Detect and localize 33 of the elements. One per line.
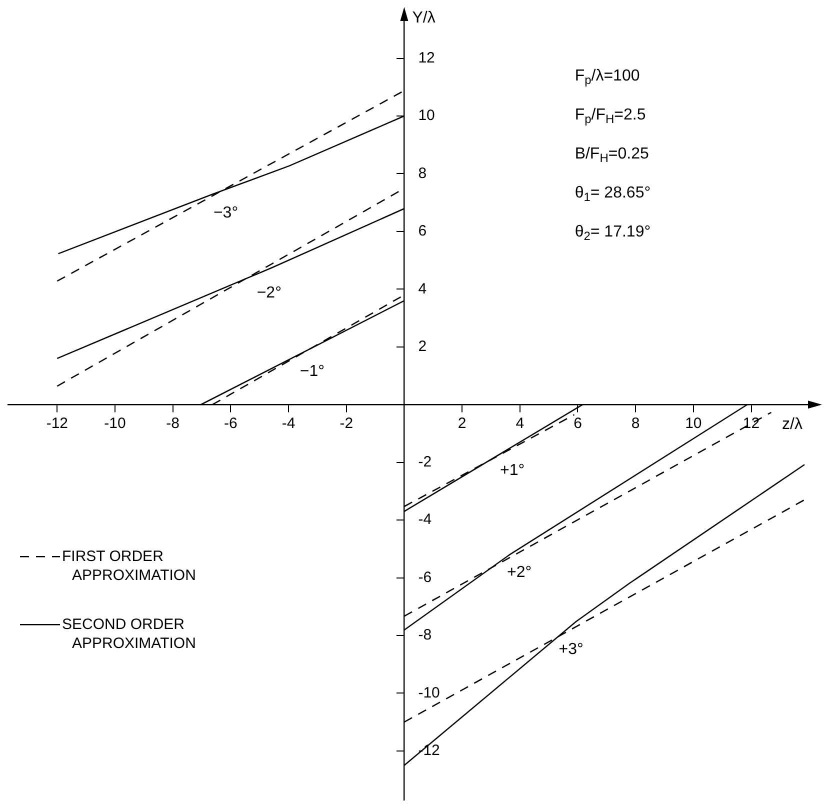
x-tick-label: 2 [458, 414, 466, 432]
y-axis-title: Y/λ [412, 9, 436, 26]
y-tick-label: 6 [418, 222, 427, 240]
y-tick-label: -12 [418, 742, 440, 760]
x-tick-label: -2 [340, 414, 354, 432]
y-tick-label: -8 [418, 626, 432, 644]
x-tick-label: -12 [46, 414, 68, 432]
y-tick-label: 4 [418, 280, 427, 298]
y-tick-label: -10 [418, 684, 440, 702]
x-tick-label: 4 [516, 414, 524, 432]
legend-label: SECOND ORDER APPROXIMATION [62, 616, 196, 652]
x-tick-label: -4 [282, 414, 296, 432]
y-tick-label: -2 [418, 453, 432, 470]
y-tick-label: -4 [418, 511, 432, 528]
y-tick-label: 10 [418, 107, 435, 124]
annotation: +1° [500, 462, 525, 480]
x-tick-label: -10 [104, 414, 126, 432]
x-tick-label: -6 [224, 414, 238, 432]
x-tick-label: 8 [631, 414, 640, 432]
x-axis-title: z/λ [782, 416, 802, 434]
annotation: +3° [558, 641, 584, 658]
y-tick-label: 2 [418, 338, 427, 356]
x-tick-label: 10 [685, 414, 702, 432]
x-tick-label: -8 [166, 414, 180, 432]
annotation: −3° [213, 204, 238, 222]
annotation: −1° [300, 363, 325, 380]
y-tick-label: -6 [418, 568, 432, 586]
y-tick-label: 12 [418, 49, 435, 66]
annotation: −2° [256, 284, 282, 302]
legend-label: FIRST ORDER APPROXIMATION [62, 548, 196, 584]
y-tick-label: 8 [418, 164, 427, 182]
x-tick-label: 6 [574, 414, 582, 432]
annotation: +2° [507, 564, 532, 582]
